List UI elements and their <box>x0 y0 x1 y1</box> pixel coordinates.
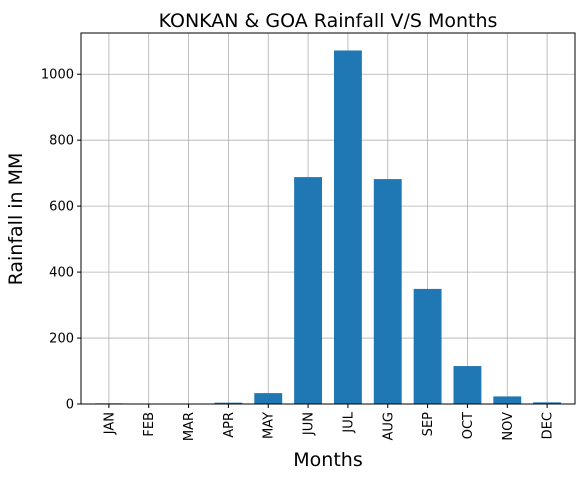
y-tick-label: 800 <box>49 134 74 149</box>
x-tick-label: DEC <box>541 412 556 439</box>
x-tick-label: FEB <box>142 412 157 437</box>
x-tick-label: JAN <box>102 412 117 435</box>
x-tick-label: OCT <box>461 412 476 439</box>
bar-nov <box>493 396 522 404</box>
y-axis-label: Rainfall in MM <box>5 153 27 286</box>
x-tick-label: MAR <box>182 412 197 441</box>
chart-title: KONKAN & GOA Rainfall V/S Months <box>159 10 498 32</box>
y-tick-label: 600 <box>49 200 74 215</box>
x-tick-label: MAY <box>262 412 277 439</box>
bar-aug <box>373 179 402 404</box>
x-tick-label: SEP <box>421 412 436 436</box>
plot-frame <box>80 32 576 405</box>
x-tick-label: APR <box>222 412 237 438</box>
y-tick-label: 400 <box>49 266 74 281</box>
x-axis-ticks: JAN FEB MAR APR MAY JUN JUL AUG SEP OCT NOV DEC <box>102 404 556 441</box>
bar-jun <box>294 177 323 404</box>
y-tick-label: 1000 <box>41 68 74 83</box>
x-axis-label: Months <box>293 449 362 471</box>
x-tick-label: JUN <box>302 412 317 436</box>
y-tick-label: 0 <box>66 398 74 413</box>
y-tick-label: 200 <box>49 332 74 347</box>
x-tick-label: AUG <box>381 412 396 440</box>
y-axis-ticks: 0 200 400 600 800 1000 <box>41 68 81 413</box>
x-tick-label: JUL <box>341 411 356 433</box>
bars <box>94 50 562 405</box>
bar-may <box>254 393 283 404</box>
grid-lines <box>81 33 575 405</box>
bar-jul <box>333 50 362 405</box>
bar-dec <box>533 402 562 404</box>
x-tick-label: NOV <box>501 412 516 441</box>
bar-oct <box>453 366 482 404</box>
bar-apr <box>214 402 243 404</box>
bar-sep <box>413 288 442 404</box>
